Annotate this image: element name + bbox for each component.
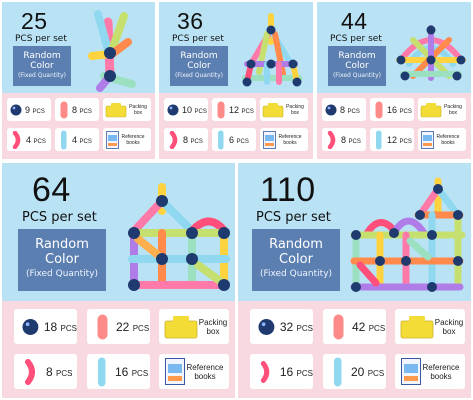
magnetic-ball-icon [22,318,39,335]
part-card-box: Packing box [159,309,229,344]
toy-dome-image [396,25,466,81]
random-color-badge: Random Color (Fixed Quantity) [18,229,106,291]
pcs-per-set-label: PCS per set [22,210,97,225]
packing-box-icon [420,102,442,117]
part-card-book: Reference books [260,128,308,151]
part-card-long: 20 PCS [323,354,386,389]
part-card-curved: 16 PCS [250,354,313,389]
packing-box-icon [164,315,198,338]
magnetic-ball-icon [258,318,275,335]
part-card-long: 6 PCS [212,128,256,151]
curved-rod-icon [25,358,35,385]
set-parts-36: 10 PCS 12 PCS Packing box 8 PCS 6 PCS Re… [159,93,313,159]
part-card-rod: 12 PCS [212,98,256,121]
part-card-rod: 22 PCS [87,309,150,344]
piece-count: 44 [341,8,368,34]
curved-rod-icon [327,130,336,149]
straight-rod-icon [375,101,383,118]
straight-rod-icon [97,314,108,339]
random-color-badge: Random Color (Fixed Quantity) [170,46,228,86]
packing-box-icon [105,102,127,117]
toy-house-image [128,183,230,291]
magnetic-ball-icon [167,104,179,115]
toy-pyramid-image [242,13,302,87]
part-card-ball: 18 PCS [14,309,77,344]
random-color-badge: Random Color (Fixed Quantity) [252,229,340,291]
part-card-ball: 8 PCS [322,98,366,121]
part-card-ball: 10 PCS [164,98,208,121]
part-card-ball: 9 PCS [7,98,51,121]
part-card-book: Reference books [418,128,466,151]
part-card-long: 12 PCS [370,128,414,151]
toy-figure-image [88,10,136,92]
curved-rod-icon [260,360,270,383]
magnetic-ball-icon [325,104,337,115]
pcs-per-set-label: PCS per set [330,34,382,44]
part-card-long: 16 PCS [87,354,150,389]
set-parts-25: 9 PCS 8 PCS Packing box 4 PCS 4 PCS Refe… [2,93,155,159]
curved-rod-icon [12,130,21,149]
random-color-badge: Random Color (Fixed Quantity) [13,46,71,86]
pcs-per-set-label: PCS per set [172,34,224,44]
part-card-box: Packing box [395,309,465,344]
set-panel-64: 64 PCS per set Random Color (Fixed Quant… [2,163,235,301]
packing-box-icon [400,315,434,338]
toy-castle-image [350,177,466,292]
pcs-per-set-label: PCS per set [256,210,331,225]
reference-book-icon [421,130,434,149]
set-panel-110: 110 PCS per set Random Color (Fixed Quan… [238,163,471,301]
set-panel-25: 25 PCS per set Random Color (Fixed Quant… [2,2,155,93]
straight-rod-icon [333,314,344,339]
part-card-book: Reference books [103,128,151,151]
part-card-box: Packing box [260,98,308,121]
part-card-long: 4 PCS [55,128,99,151]
long-rod-icon [376,130,382,149]
set-parts-110: 32 PCS 42 PCS Packing box 16 PCS 20 PCS … [238,301,471,398]
part-card-box: Packing box [103,98,151,121]
reference-book-icon [106,130,119,149]
reference-book-icon [401,358,421,385]
random-color-badge: Random Color (Fixed Quantity) [328,46,386,86]
long-rod-icon [98,357,106,386]
part-card-rod: 42 PCS [323,309,386,344]
piece-count: 36 [177,8,204,34]
part-card-book: Reference books [395,354,465,389]
set-parts-44: 8 PCS 16 PCS Packing box 8 PCS 12 PCS Re… [317,93,471,159]
part-card-rod: 8 PCS [55,98,99,121]
part-card-curved: 8 PCS [164,128,208,151]
part-card-curved: 8 PCS [322,128,366,151]
long-rod-icon [61,130,67,149]
reference-book-icon [165,358,185,385]
part-card-box: Packing box [418,98,466,121]
set-panel-36: 36 PCS per set Random Color (Fixed Quant… [159,2,313,93]
long-rod-icon [218,130,224,149]
reference-book-icon [263,130,276,149]
part-card-curved: 4 PCS [7,128,51,151]
magnetic-ball-icon [10,104,22,115]
set-panel-44: 44 PCS per set Random Color (Fixed Quant… [317,2,471,93]
part-card-book: Reference books [159,354,229,389]
long-rod-icon [334,357,342,386]
curved-rod-icon [169,130,178,149]
part-card-curved: 8 PCS [14,354,77,389]
straight-rod-icon [217,101,225,118]
part-card-ball: 32 PCS [250,309,313,344]
straight-rod-icon [60,101,68,118]
set-parts-64: 18 PCS 22 PCS Packing box 8 PCS 16 PCS R… [2,301,235,398]
pcs-per-set-label: PCS per set [15,34,67,44]
packing-box-icon [262,102,284,117]
piece-count: 110 [260,171,316,209]
piece-count: 64 [32,171,71,209]
piece-count: 25 [21,8,48,34]
part-card-rod: 16 PCS [370,98,414,121]
